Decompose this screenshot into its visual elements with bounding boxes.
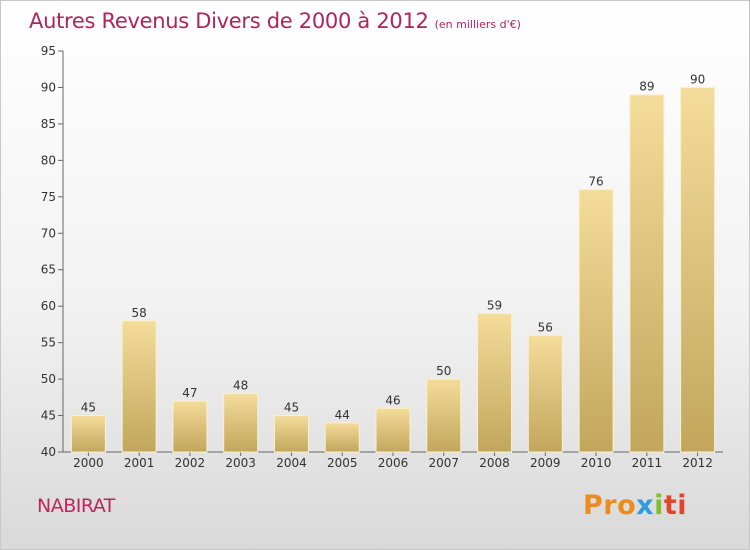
bar-value-label: 89	[639, 80, 654, 94]
y-tick-label: 60	[41, 299, 56, 313]
bar	[527, 334, 563, 453]
x-tick-label: 2003	[225, 456, 256, 470]
x-tick-label: 2006	[378, 456, 409, 470]
bar-value-label: 45	[81, 401, 96, 415]
x-tick-label: 2002	[175, 456, 206, 470]
y-tick-label: 50	[41, 372, 56, 386]
y-tick-label: 45	[41, 409, 56, 423]
logo-part-2: x	[636, 490, 655, 521]
x-tick-label: 2007	[428, 456, 459, 470]
bar	[121, 320, 157, 453]
logo-part-3: i	[654, 490, 664, 521]
bar-value-label: 47	[182, 386, 197, 400]
bars: 45 58 47 48 45 44 46 50 59 56 76 89 90	[70, 72, 716, 453]
bar-value-label: 56	[538, 320, 553, 334]
y-tick-label: 80	[41, 153, 56, 167]
logo-part-4: ti	[663, 490, 688, 521]
bar-value-label: 50	[436, 364, 451, 378]
bar-value-label: 76	[588, 175, 603, 189]
proxiti-logo[interactable]: Proxiti	[583, 490, 687, 521]
bar-value-label: 59	[487, 298, 502, 312]
bar-value-label: 90	[690, 72, 705, 86]
y-tick-label: 90	[41, 80, 56, 94]
x-axis: 2000 2001 2002 2003 2004 2005 2006 2007 2008 2009…	[63, 451, 723, 470]
bar	[578, 189, 614, 453]
y-tick-label: 85	[41, 117, 56, 131]
bar	[629, 94, 665, 453]
x-tick-label: 2012	[682, 456, 713, 470]
bar-value-label: 45	[284, 401, 299, 415]
bar-value-label: 46	[385, 393, 400, 407]
bar-value-label: 58	[132, 306, 147, 320]
x-tick-label: 2008	[479, 456, 510, 470]
bar	[477, 312, 513, 453]
y-tick-label: 70	[41, 226, 56, 240]
bar	[172, 400, 208, 453]
bar	[375, 407, 411, 453]
x-tick-label: 2005	[327, 456, 358, 470]
x-tick-label: 2010	[581, 456, 612, 470]
y-tick-label: 55	[41, 336, 56, 350]
chart-title: Autres Revenus Divers de 2000 à 2012 (en …	[29, 9, 521, 33]
bar	[223, 393, 259, 453]
commune-name: NABIRAT	[37, 495, 115, 517]
bar	[324, 422, 360, 453]
x-tick-label: 2011	[632, 456, 663, 470]
x-tick-label: 2004	[276, 456, 307, 470]
y-tick-label: 95	[41, 44, 56, 58]
bar-value-label: 48	[233, 379, 248, 393]
bar	[426, 378, 462, 453]
bar	[273, 415, 309, 453]
x-tick-label: 2000	[73, 456, 104, 470]
bar	[680, 86, 716, 453]
logo-part-1: Pro	[583, 490, 637, 521]
bar	[70, 415, 106, 453]
y-tick-label: 75	[41, 190, 56, 204]
chart-subtitle: (en milliers d'€)	[434, 18, 521, 31]
y-tick-label: 40	[41, 445, 56, 459]
bar-value-label: 44	[335, 408, 350, 422]
x-tick-label: 2001	[124, 456, 155, 470]
chart-title-text: Autres Revenus Divers de 2000 à 2012	[29, 9, 429, 33]
y-tick-label: 65	[41, 263, 56, 277]
y-axis: 40 45 50 55 60 65 70 75 80 85 90 95	[41, 44, 64, 459]
x-tick-label: 2009	[530, 456, 561, 470]
